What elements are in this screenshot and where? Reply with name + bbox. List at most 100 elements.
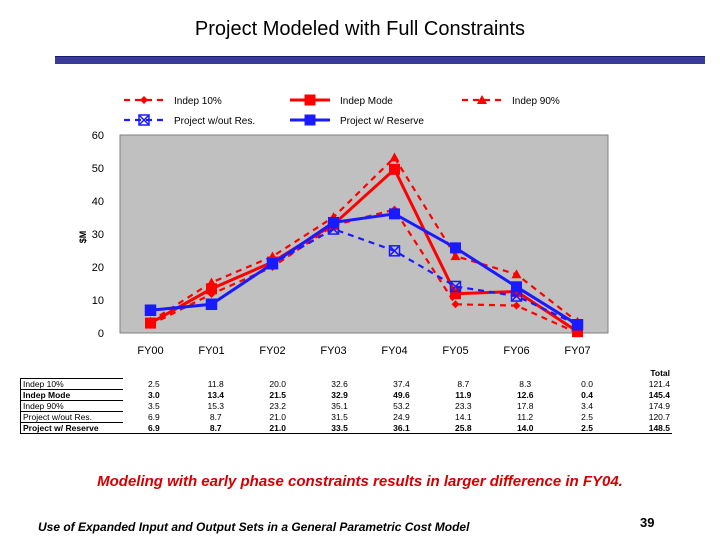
y-tick-label: 0 [98,328,104,340]
series-line [150,212,579,327]
table-cell: 13.4 [207,390,225,400]
y-axis: 0 10 20 30 40 50 60 [92,130,104,340]
data-point [511,269,522,279]
y-tick-label: 40 [92,196,104,208]
table-cell: 6.9 [147,412,160,422]
table-row: Project w/out Res. 6.9 8.7 21.0 31.5 24.9 14.1… [19,411,673,423]
table-cell: 23.3 [455,401,472,411]
table-cell: 15.3 [207,401,225,411]
row-label: Indep Mode [19,389,123,401]
conclusion-text: Modeling with early phase constraints re… [97,473,623,490]
data-point [267,258,278,270]
legend-label: Project w/out Res. [174,116,255,127]
table-cell: 17.8 [516,401,534,411]
table-cell: 32.9 [331,390,348,400]
row-label: Project w/ Reserve [19,422,123,434]
legend-item: Project w/ Reserve [290,114,424,127]
data-point [511,281,522,293]
data-point [389,163,400,175]
table-cell: 37.4 [393,379,410,389]
data-point [145,316,156,326]
slide-title: Project Modeled with Full Constraints [194,18,526,40]
x-tick-label: FY04 [381,345,407,357]
table-cell: 11.2 [517,412,534,422]
row-total: 121.4 [648,379,670,389]
x-axis: FY00 FY01 FY02 FY03 FY04 FY05 FY06 FY07 [137,345,590,357]
table-header-row: Total [21,368,673,379]
table-cell: 8.7 [184,422,247,434]
legend-label: Indep 90% [512,96,560,107]
table-row: Project w/ Reserve 6.9 8.7 21.0 33.5 36.1 25.8… [19,422,672,434]
data-point [450,242,461,254]
row-total: 145.4 [648,390,670,400]
legend-item: Indep Mode [290,94,393,107]
data-point [451,300,460,309]
table-cell: 23.2 [269,401,286,411]
row-label: Indep 10% [19,378,123,390]
row-label: Project w/out Res. [19,411,123,423]
data-point [389,152,400,162]
x-tick-label: FY00 [137,345,163,357]
series-line [150,208,578,335]
table-cell: 20.0 [269,379,286,389]
series-project-w-reserve [145,208,583,331]
table-cell: 25.8 [432,422,495,434]
y-tick-label: 50 [92,163,104,175]
y-tick-label: 60 [92,130,104,142]
table-cell: 53.2 [393,401,410,411]
data-point [572,319,583,331]
row-total: 148.5 [618,422,672,434]
data-point [512,301,521,310]
table-cell: 3.4 [581,401,593,411]
chart-series [144,152,584,338]
table-cell: 11.8 [207,379,224,389]
table-cell: 35.1 [331,401,348,411]
table-cell: 3.0 [147,390,160,400]
table-cell: 14.0 [494,422,557,434]
total-header: Total [650,368,670,379]
table-cell: 2.5 [581,412,593,422]
data-point [388,245,401,257]
table-cell: 36.1 [370,422,433,434]
line-chart: Indep 10% Indep Mode Indep 90% Project w/ou… [78,88,609,357]
data-point [206,298,217,310]
y-tick-label: 20 [92,262,104,274]
x-tick-label: FY03 [320,345,346,357]
table-cell: 24.9 [393,412,410,422]
table-cell: 3.5 [147,401,160,411]
title-underline-bar [55,56,705,64]
table-cell: 2.5 [556,422,619,434]
table-cell: 21.0 [269,412,286,422]
data-point [145,304,156,316]
x-tick-label: FY06 [503,345,529,357]
chart-legend: Indep 10% Indep Mode Indep 90% Project w/ou… [120,88,608,134]
x-tick-label: FY05 [442,345,468,357]
data-point [206,277,217,287]
page-number: 39 [640,515,655,530]
table-cell: 12.6 [516,390,534,400]
legend-item: Project w/out Res. [124,114,255,127]
data-point [449,280,462,293]
table-cell: 14.1 [455,412,472,422]
data-point [510,290,523,302]
table-row: Indep 10% 2.5 11.8 20.0 32.6 37.4 8.7 8.3 0.0 121… [19,378,673,390]
y-tick-label: 30 [92,229,104,241]
data-point [328,216,339,228]
legend-label: Indep Mode [340,96,393,107]
x-tick-label: FY02 [259,345,285,357]
legend-marker [140,96,148,104]
data-table: Total Indep 10% 2.5 11.8 20.0 32.6 37.4 8.7 8.3 0… [19,368,673,434]
row-total: 174.9 [648,401,670,411]
legend-marker [304,94,316,106]
y-tick-label: 10 [92,295,104,307]
data-point [450,288,461,300]
table-cell: 0.0 [581,379,593,389]
y-axis-label: $M [78,231,88,244]
legend-box [120,88,608,134]
row-total: 120.7 [648,412,670,422]
legend-marker [304,114,316,126]
table-cell: 0.4 [581,390,593,400]
legend-label: Indep 10% [174,96,222,107]
table-cell: 8.3 [519,379,532,389]
table-row: Indep 90% 3.5 15.3 23.2 35.1 53.2 23.3 17.8 3.4 1… [19,400,673,412]
